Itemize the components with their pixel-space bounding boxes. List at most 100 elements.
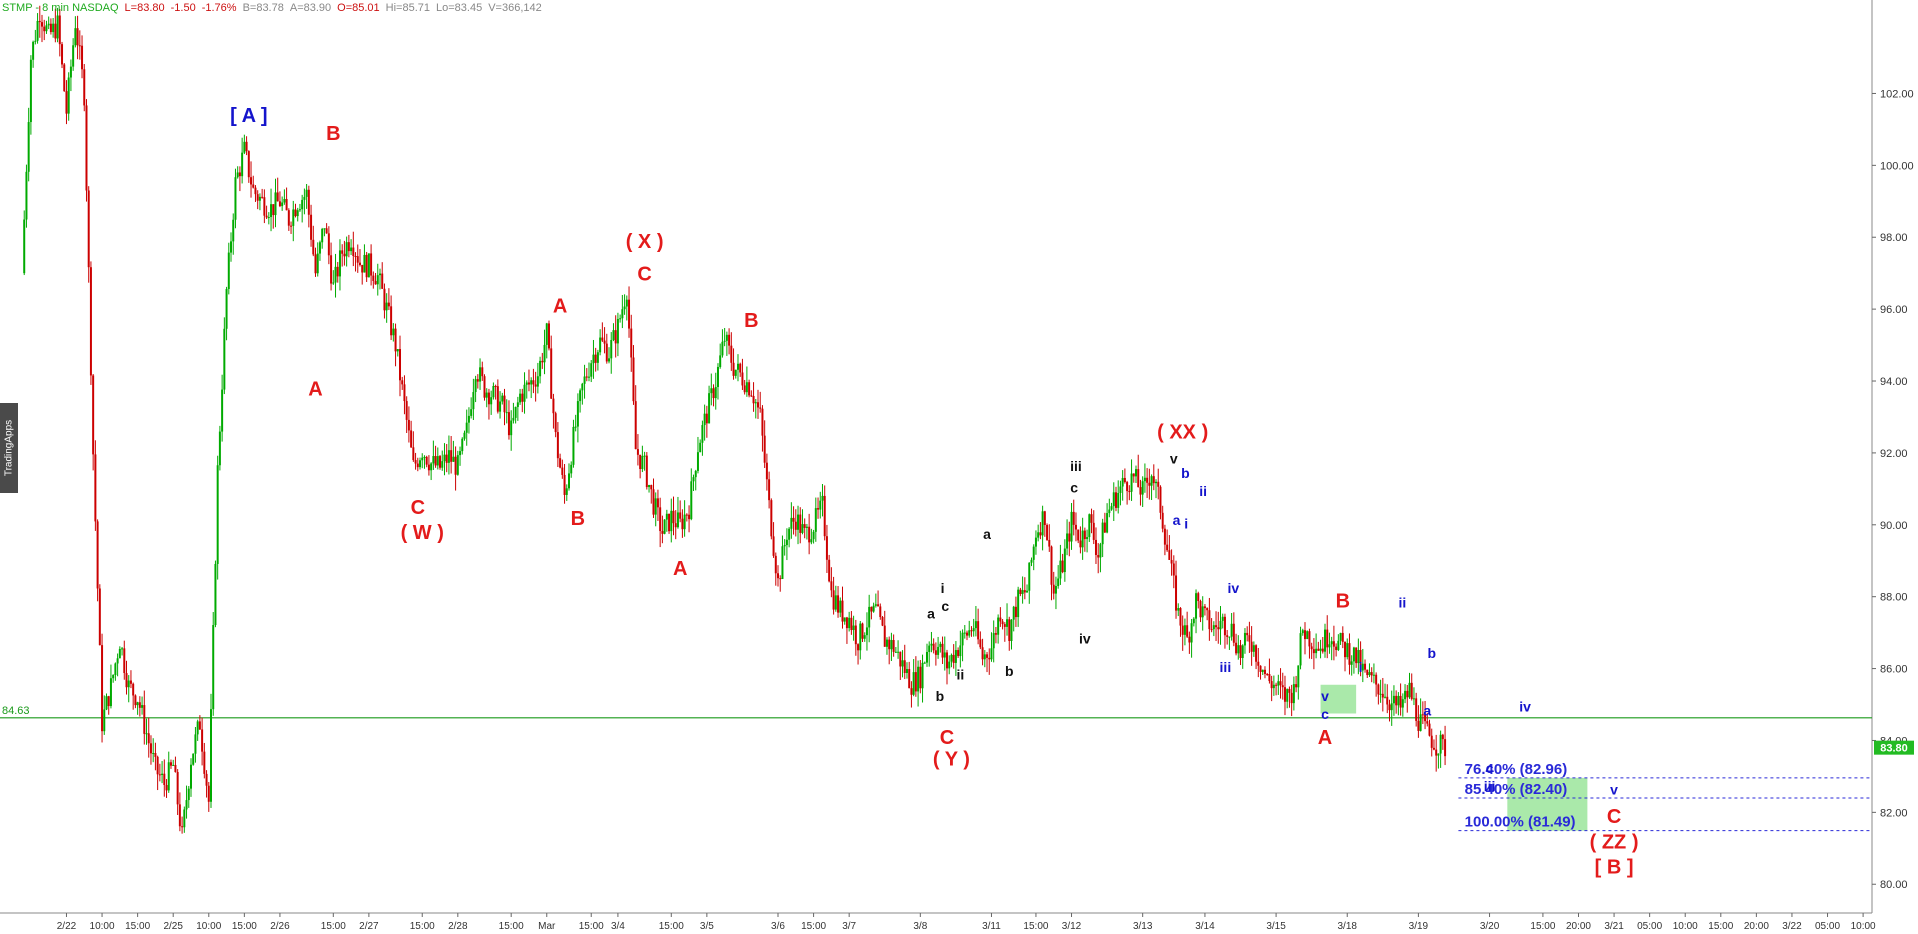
candle-body xyxy=(463,432,466,439)
candle-body xyxy=(572,426,575,465)
candle-body xyxy=(972,628,975,632)
candle-body xyxy=(716,366,719,387)
candle-body xyxy=(803,524,806,528)
candle-body xyxy=(643,455,646,457)
wave-label: c xyxy=(1486,760,1494,776)
candle-body xyxy=(252,184,255,188)
candle-body xyxy=(1303,630,1306,640)
candle-body xyxy=(777,573,780,579)
candle-body xyxy=(670,510,673,532)
candle-body xyxy=(185,800,188,810)
candle-body xyxy=(447,450,450,463)
candle-body xyxy=(739,363,742,373)
candle-body xyxy=(327,233,330,256)
candle-body xyxy=(499,401,502,412)
candle-body xyxy=(1390,703,1393,711)
candle-body xyxy=(763,435,766,463)
candle-body xyxy=(685,514,688,516)
candle-body xyxy=(585,376,588,378)
candle-body xyxy=(917,666,920,692)
wave-label: v xyxy=(1321,688,1329,704)
candle-body xyxy=(1432,747,1435,750)
candle-body xyxy=(1126,482,1129,492)
candle-body xyxy=(590,363,593,377)
candle-body xyxy=(516,402,519,407)
candle-body xyxy=(1410,682,1413,699)
candle-body xyxy=(254,187,257,195)
candle-body xyxy=(1352,647,1355,662)
candle-body xyxy=(541,360,544,363)
candle-body xyxy=(1408,682,1411,698)
candle-body xyxy=(192,753,195,765)
candle-body xyxy=(243,141,246,153)
candle-body xyxy=(650,485,653,490)
candle-body xyxy=(1237,645,1240,654)
candle-body xyxy=(703,413,706,426)
candle-body xyxy=(1315,648,1318,654)
candle-body xyxy=(141,705,144,708)
candle-body xyxy=(639,454,642,470)
candle-body xyxy=(387,302,390,307)
candle-body xyxy=(301,199,304,210)
candle-body xyxy=(330,255,333,284)
candle-body xyxy=(381,273,384,289)
candle-body xyxy=(994,633,997,635)
candle-body xyxy=(423,456,426,458)
wave-label: C xyxy=(637,263,651,285)
candle-body xyxy=(565,488,568,495)
candle-body xyxy=(705,413,708,424)
x-tick-label: 15:00 xyxy=(125,921,150,932)
candle-body xyxy=(350,247,353,252)
candle-body xyxy=(861,623,864,639)
candle-body xyxy=(554,413,557,433)
candle-body xyxy=(394,328,397,352)
candle-body xyxy=(456,455,459,475)
candle-body xyxy=(434,456,437,466)
candle-body xyxy=(476,379,479,382)
candle-body xyxy=(937,646,940,655)
candle-body xyxy=(1272,684,1275,689)
candle-body xyxy=(905,669,908,674)
x-tick-label: 3/18 xyxy=(1338,921,1358,932)
wave-label: C xyxy=(940,727,954,749)
candle-body xyxy=(361,265,364,273)
candle-body xyxy=(312,239,315,255)
candle-body xyxy=(665,513,668,520)
candle-body xyxy=(1148,482,1151,486)
candle-body xyxy=(96,521,99,589)
candle-body xyxy=(852,625,855,631)
candle-body xyxy=(305,189,308,197)
candle-body xyxy=(614,330,617,344)
candle-body xyxy=(1392,695,1395,704)
wave-label: iii xyxy=(1220,659,1232,675)
candle-body xyxy=(872,605,875,612)
x-tick-label: Mar xyxy=(538,921,556,932)
candle-body xyxy=(419,460,422,468)
candle-body xyxy=(885,639,888,647)
candle-body xyxy=(997,617,1000,635)
wave-label: [ A ] xyxy=(230,105,267,127)
wave-label: iii xyxy=(1484,778,1496,794)
candle-body xyxy=(525,382,528,385)
candle-body xyxy=(1026,590,1029,593)
candle-body xyxy=(1157,481,1160,487)
candle-body xyxy=(1217,627,1220,630)
wave-label: b xyxy=(1005,663,1014,679)
candle-body xyxy=(427,464,430,471)
candle-body xyxy=(830,581,833,591)
candle-body xyxy=(1283,687,1286,702)
candle-body xyxy=(1143,477,1146,482)
candle-body xyxy=(1199,601,1202,618)
candle-body xyxy=(714,386,717,399)
candle-body xyxy=(1119,486,1122,493)
candle-body xyxy=(501,395,504,402)
header-high: Hi=85.71 xyxy=(385,2,431,14)
candle-body xyxy=(641,455,644,470)
candle-body xyxy=(278,201,281,207)
candle-body xyxy=(845,617,848,629)
candle-body xyxy=(292,209,295,226)
candle-body xyxy=(990,648,993,660)
candle-body xyxy=(1163,528,1166,545)
candle-body xyxy=(692,477,695,482)
